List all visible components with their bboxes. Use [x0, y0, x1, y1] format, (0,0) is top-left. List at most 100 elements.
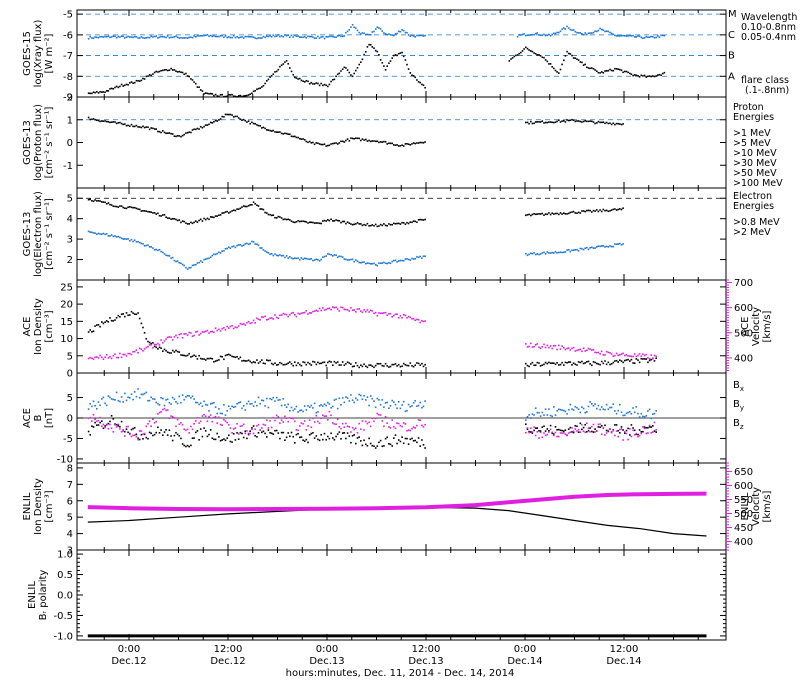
data-point	[373, 225, 375, 227]
data-point	[264, 424, 266, 426]
data-point	[112, 205, 115, 207]
data-point	[360, 394, 362, 397]
data-point	[638, 76, 641, 78]
data-point	[107, 90, 110, 92]
data-point	[551, 431, 553, 434]
data-point	[302, 220, 304, 222]
data-point	[163, 404, 166, 407]
data-point	[152, 127, 154, 130]
data-point	[181, 354, 184, 356]
data-point	[536, 427, 539, 429]
data-point	[544, 121, 547, 124]
data-point	[244, 35, 247, 38]
data-point	[310, 35, 313, 38]
data-point	[237, 358, 240, 360]
data-point	[383, 445, 385, 447]
data-point	[152, 342, 154, 344]
data-point	[166, 254, 169, 257]
data-point	[325, 364, 327, 367]
data-point	[333, 360, 336, 363]
data-point	[543, 33, 545, 36]
data-point	[399, 145, 402, 147]
data-point	[277, 254, 280, 257]
data-point	[394, 223, 397, 225]
data-point	[201, 35, 204, 37]
data-point	[534, 427, 537, 429]
data-point	[379, 403, 382, 406]
data-point	[325, 415, 327, 417]
data-point	[251, 240, 253, 243]
data-point	[198, 128, 200, 130]
data-point	[150, 211, 152, 213]
data-point	[407, 143, 410, 145]
data-point	[594, 428, 596, 430]
data-point	[208, 415, 210, 418]
data-point	[538, 253, 540, 256]
data-point	[295, 77, 298, 79]
data-point	[594, 247, 596, 249]
data-point	[185, 72, 187, 75]
data-point	[289, 410, 291, 412]
data-point	[318, 84, 321, 87]
data-point	[332, 364, 334, 366]
data-point	[399, 223, 402, 225]
data-point	[251, 322, 253, 324]
data-point	[586, 66, 588, 69]
data-point	[195, 331, 197, 333]
data-point	[533, 364, 535, 367]
data-point	[607, 361, 610, 364]
data-point	[531, 346, 534, 348]
data-point	[112, 354, 115, 357]
data-point	[256, 317, 258, 320]
data-point	[89, 35, 91, 38]
data-point	[411, 143, 413, 145]
data-point	[266, 251, 268, 253]
data-point	[127, 396, 129, 399]
data-point	[374, 264, 377, 266]
ytick-label-proton: 0	[67, 138, 73, 149]
data-point	[228, 246, 230, 248]
data-point	[563, 27, 565, 29]
data-point	[287, 218, 289, 221]
data-point	[92, 37, 95, 39]
data-point	[195, 431, 197, 434]
data-point	[640, 431, 643, 433]
data-point	[567, 52, 570, 55]
y-axis-label-ace_density: Ion Density	[33, 298, 44, 355]
data-point	[412, 220, 415, 222]
data-point	[171, 133, 174, 135]
data-point	[254, 435, 256, 437]
data-point	[383, 365, 385, 367]
data-point	[596, 122, 598, 124]
data-point	[325, 404, 327, 407]
data-point	[143, 245, 146, 247]
data-point	[224, 329, 227, 331]
data-point	[622, 414, 624, 417]
data-point	[195, 263, 197, 266]
data-point	[617, 361, 619, 363]
data-point	[213, 94, 215, 97]
series-ace_b-1	[87, 388, 657, 421]
data-point	[531, 431, 534, 433]
data-point	[130, 435, 133, 438]
data-point	[317, 258, 319, 261]
data-point	[162, 408, 164, 411]
data-point	[543, 432, 545, 434]
data-point	[145, 346, 148, 349]
data-point	[155, 420, 157, 423]
data-point	[208, 93, 210, 95]
data-point	[422, 320, 425, 323]
data-point	[361, 261, 364, 263]
data-point	[295, 433, 298, 436]
data-point	[355, 223, 357, 225]
data-point	[332, 405, 334, 408]
data-point	[412, 426, 415, 428]
data-point	[531, 213, 534, 216]
data-point	[145, 338, 148, 340]
data-point	[381, 30, 384, 32]
data-point	[602, 408, 605, 410]
right-ytick-label-enlil_density: 400	[734, 537, 753, 548]
data-point	[279, 131, 281, 133]
data-point	[264, 211, 266, 214]
data-point	[386, 436, 388, 439]
